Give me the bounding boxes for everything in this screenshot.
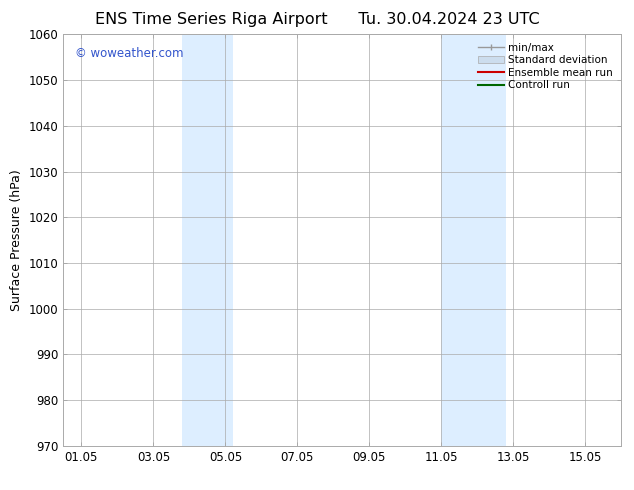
Text: ENS Time Series Riga Airport      Tu. 30.04.2024 23 UTC: ENS Time Series Riga Airport Tu. 30.04.2… xyxy=(94,12,540,27)
Bar xyxy=(182,34,233,446)
Text: © woweather.com: © woweather.com xyxy=(75,47,183,60)
Bar xyxy=(441,34,506,446)
Legend: min/max, Standard deviation, Ensemble mean run, Controll run: min/max, Standard deviation, Ensemble me… xyxy=(475,40,616,94)
Y-axis label: Surface Pressure (hPa): Surface Pressure (hPa) xyxy=(10,169,23,311)
